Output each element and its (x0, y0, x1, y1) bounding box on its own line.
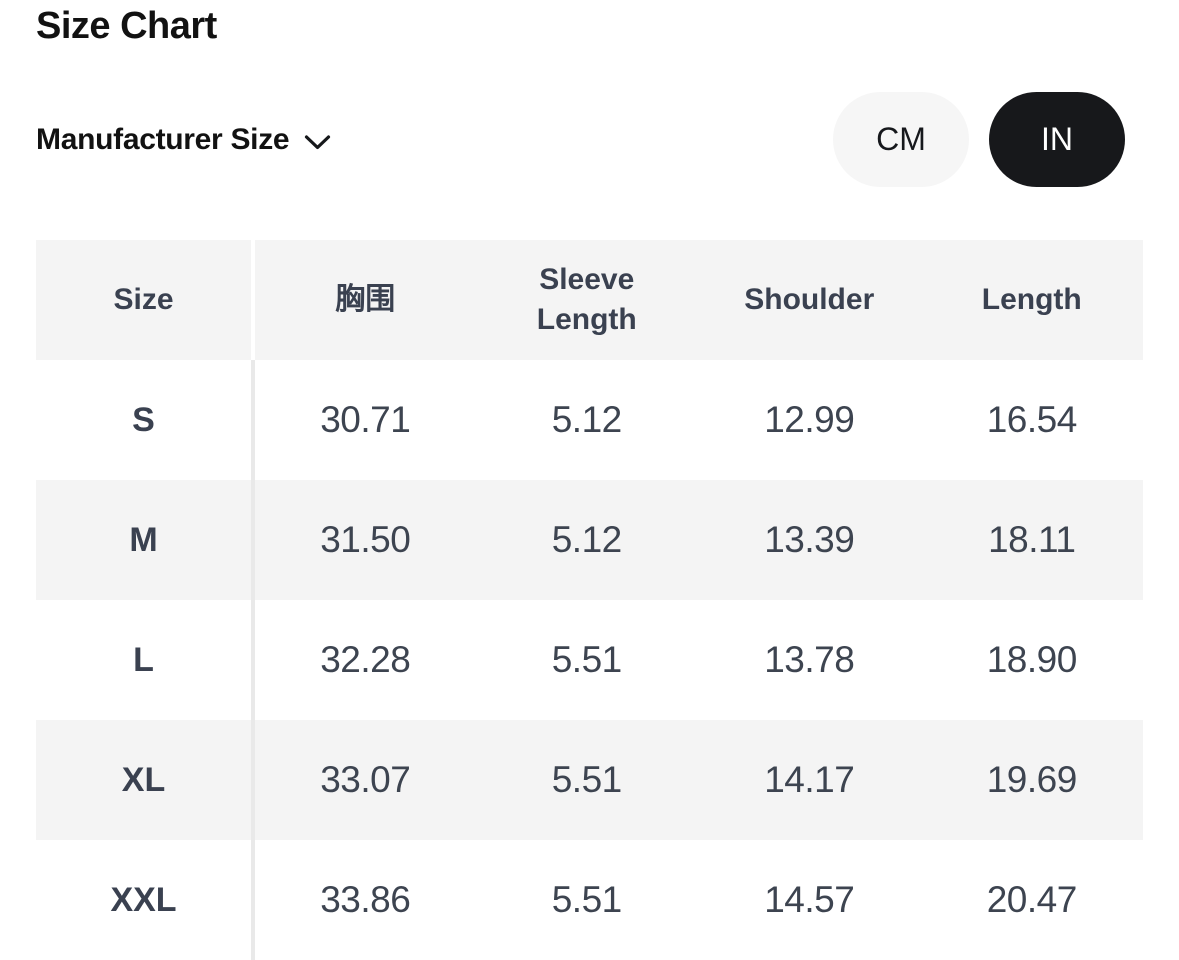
value-cell: 18.11 (988, 519, 1076, 560)
value-cell: 31.50 (320, 519, 411, 560)
value-cell: 13.78 (764, 639, 855, 680)
value-cell: 5.51 (551, 639, 623, 680)
value-cell: 12.99 (764, 399, 855, 440)
size-cell: S (36, 360, 255, 480)
value-cell: 13.39 (764, 519, 855, 560)
value-cell: 16.54 (986, 399, 1078, 440)
size-cell: XL (36, 720, 255, 840)
size-cell: XXL (36, 840, 255, 960)
column-header-size: Size (36, 240, 255, 360)
controls-row: Manufacturer Size CM IN (36, 92, 1143, 187)
unit-toggle: CM IN (833, 92, 1125, 187)
table-row-s: S 30.71 5.12 12.99 16.54 (36, 360, 1143, 480)
value-cell: 33.07 (320, 759, 411, 800)
value-cell: 5.51 (551, 879, 623, 920)
table-row-l: L 32.28 5.51 13.78 18.90 (36, 600, 1143, 720)
column-header-chest: 胸围 (335, 282, 396, 316)
manufacturer-size-label: Manufacturer Size (36, 122, 290, 156)
column-header-sleeve-length: Sleeve Length (536, 262, 637, 337)
manufacturer-size-dropdown[interactable]: Manufacturer Size (36, 123, 331, 157)
value-cell: 5.51 (551, 759, 623, 800)
column-header-shoulder: Shoulder (744, 282, 875, 316)
table-row-xl: XL 33.07 5.51 14.17 19.69 (36, 720, 1143, 840)
value-cell: 5.12 (551, 519, 623, 560)
value-cell: 32.28 (320, 639, 411, 680)
table-row-xxl: XXL 33.86 5.51 14.57 20.47 (36, 840, 1143, 960)
value-cell: 19.69 (986, 759, 1078, 800)
value-cell: 5.12 (551, 399, 623, 440)
value-cell: 33.86 (320, 879, 411, 920)
value-cell: 14.57 (764, 879, 855, 920)
column-header-length: Length (981, 282, 1082, 316)
table-row-m: M 31.50 5.12 13.39 18.11 (36, 480, 1143, 600)
size-cell: L (36, 600, 255, 720)
size-chart-table: Size 胸围 Sleeve Length Shoulder Length S … (36, 240, 1145, 960)
value-cell: 18.90 (986, 639, 1078, 680)
table-header-row: Size 胸围 Sleeve Length Shoulder Length (36, 240, 1143, 360)
value-cell: 20.47 (986, 879, 1078, 920)
size-cell: M (36, 480, 255, 600)
value-cell: 14.17 (764, 759, 855, 800)
unit-in-button[interactable]: IN (989, 92, 1125, 187)
page-title: Size Chart (36, 5, 217, 47)
chevron-down-icon (305, 134, 331, 149)
value-cell: 30.71 (320, 399, 411, 440)
unit-cm-button[interactable]: CM (833, 92, 969, 187)
